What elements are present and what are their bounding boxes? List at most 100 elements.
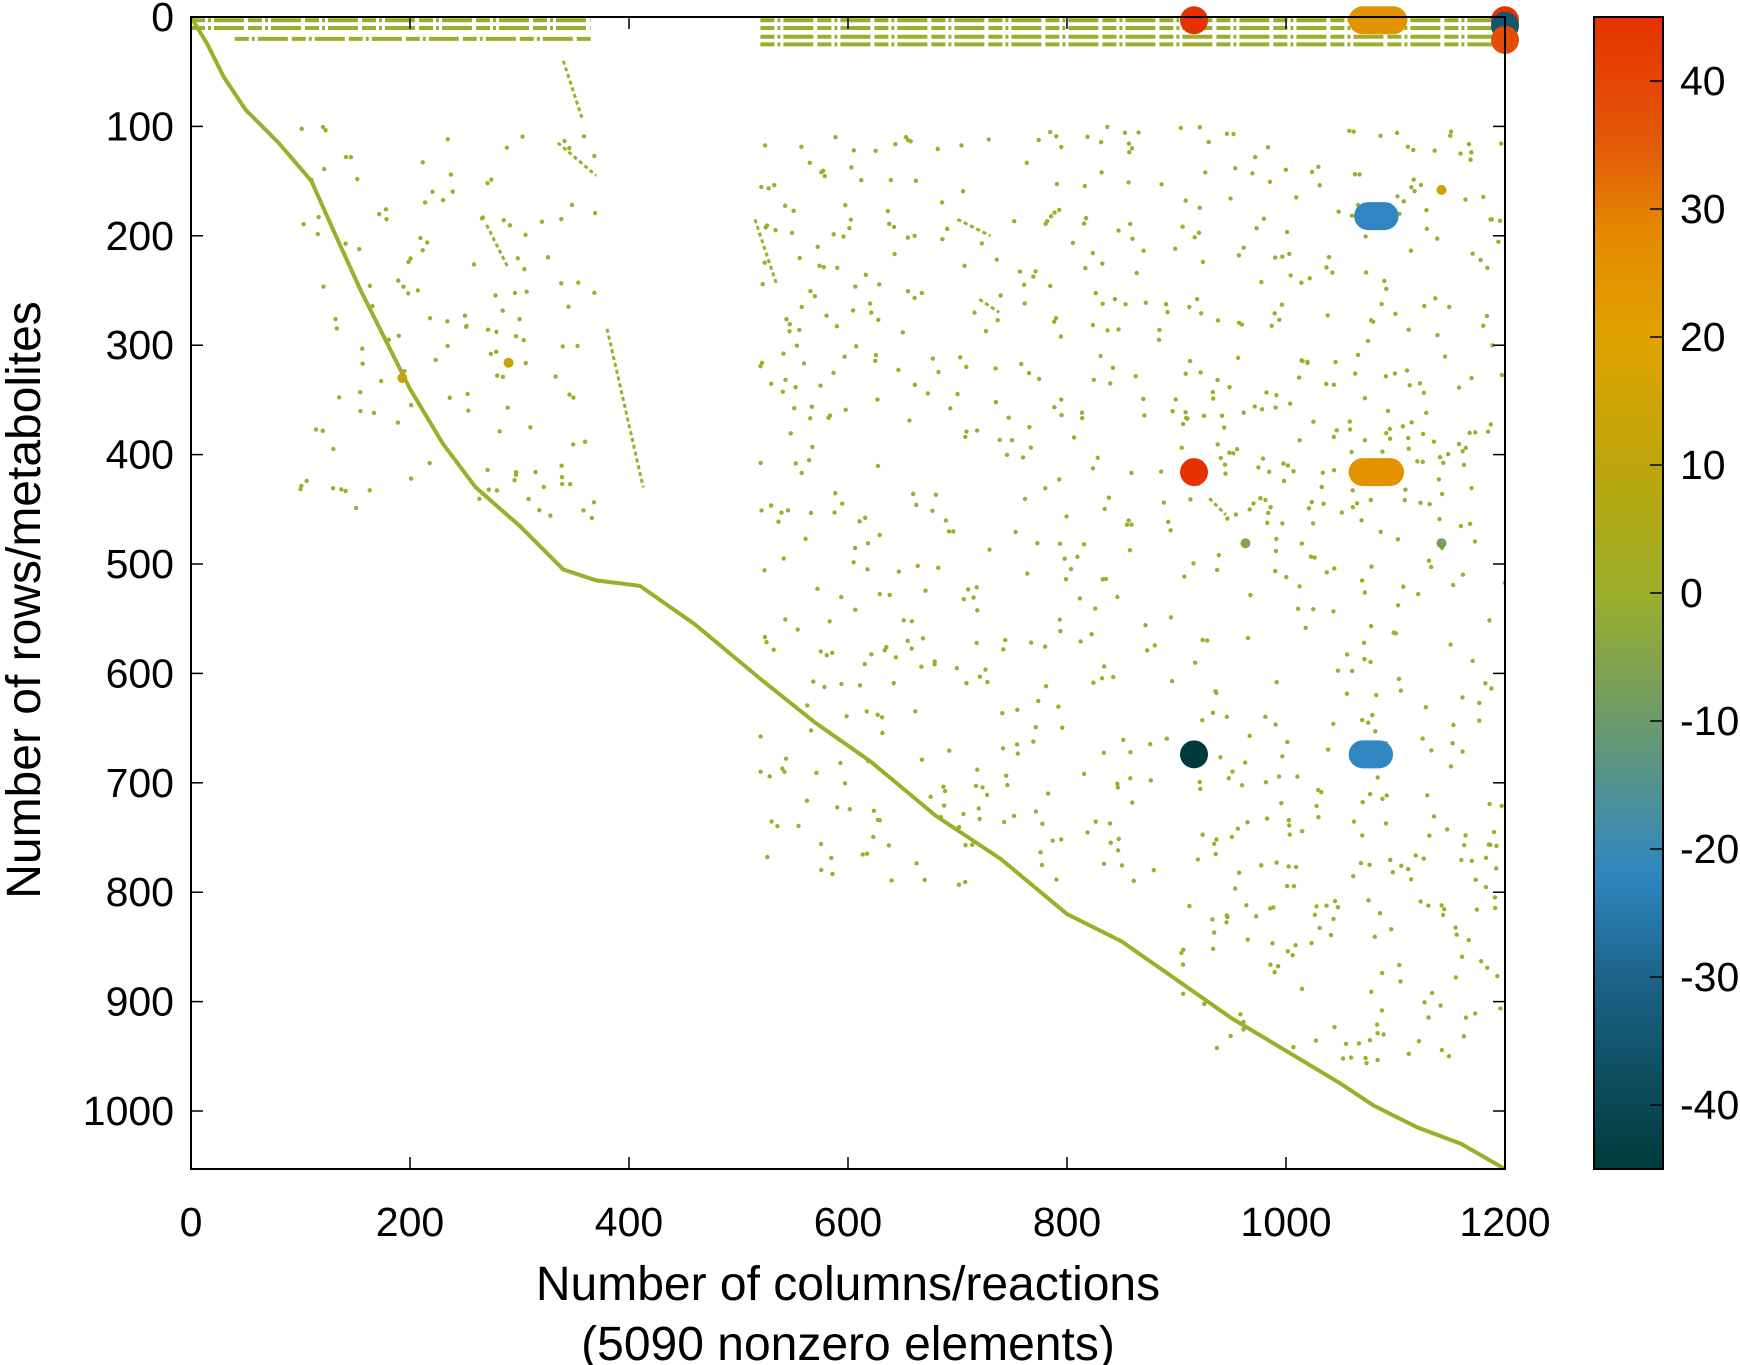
nonzero-point <box>395 420 401 425</box>
nonzero-point <box>1463 833 1468 838</box>
nonzero-point <box>838 760 843 766</box>
nonzero-point <box>783 377 788 383</box>
nonzero-point <box>386 337 392 342</box>
nonzero-point <box>424 240 430 245</box>
nonzero-point <box>493 349 499 354</box>
nonzero-point <box>485 467 490 473</box>
nonzero-point <box>1098 140 1104 145</box>
nonzero-point <box>1059 144 1064 150</box>
nonzero-point <box>954 666 960 671</box>
nonzero-point <box>1183 415 1189 421</box>
nonzero-point <box>1359 518 1364 523</box>
nonzero-point <box>885 208 891 214</box>
nonzero-point <box>1236 320 1242 326</box>
nonzero-point <box>1297 584 1302 589</box>
nonzero-point <box>1424 410 1429 415</box>
nonzero-point <box>559 463 564 468</box>
nonzero-point <box>994 257 999 262</box>
nonzero-point <box>1405 866 1411 872</box>
nonzero-point <box>766 186 771 191</box>
nonzero-point <box>1439 1047 1445 1053</box>
nonzero-point <box>1496 239 1501 245</box>
nonzero-point <box>919 757 925 762</box>
nonzero-point <box>834 805 840 810</box>
nonzero-point <box>1128 221 1133 227</box>
nonzero-point <box>1495 973 1500 979</box>
nonzero-point <box>1481 323 1486 328</box>
nonzero-point <box>1344 652 1350 657</box>
nonzero-point <box>864 709 869 714</box>
nonzero-point <box>1083 215 1089 221</box>
nonzero-point <box>420 160 425 165</box>
nonzero-point <box>1089 632 1094 637</box>
nonzero-point <box>1401 199 1406 204</box>
nonzero-point <box>1191 561 1196 566</box>
secondary-diagonal <box>956 218 992 238</box>
nonzero-point <box>1168 615 1174 620</box>
nonzero-point <box>1485 965 1490 971</box>
nonzero-point <box>1478 257 1483 263</box>
nonzero-point <box>1129 146 1135 151</box>
highlight-value-point <box>1180 6 1209 35</box>
nonzero-point <box>762 260 767 265</box>
nonzero-point <box>1200 637 1205 643</box>
nonzero-point <box>1313 1038 1319 1043</box>
x-tick-label: 400 <box>595 1199 663 1245</box>
nonzero-point <box>1036 376 1042 382</box>
nonzero-point <box>1031 739 1036 744</box>
nonzero-point <box>1308 554 1314 559</box>
nonzero-point <box>928 794 933 800</box>
nonzero-point <box>896 569 902 574</box>
nonzero-point <box>1214 567 1220 573</box>
nonzero-point <box>1401 584 1406 589</box>
nonzero-point <box>1180 962 1186 967</box>
nonzero-point <box>1368 659 1373 665</box>
nonzero-point <box>1241 1027 1246 1032</box>
nonzero-point <box>1077 596 1083 601</box>
nonzero-point <box>826 415 831 421</box>
nonzero-point <box>987 547 992 552</box>
nonzero-point <box>1357 172 1362 177</box>
nonzero-point <box>1173 246 1178 251</box>
nonzero-point <box>559 474 565 480</box>
nonzero-point <box>1115 594 1120 600</box>
nonzero-point <box>1152 643 1157 648</box>
nonzero-point <box>1395 194 1400 199</box>
nonzero-point <box>809 404 814 409</box>
nonzero-point <box>1488 422 1494 427</box>
nonzero-point <box>972 310 977 315</box>
nonzero-point <box>1022 496 1028 502</box>
colorbar-tick-label: -20 <box>1680 826 1739 872</box>
nonzero-point <box>812 293 818 299</box>
nonzero-point <box>1225 516 1230 521</box>
nonzero-point <box>1178 125 1183 131</box>
nonzero-point <box>445 343 450 349</box>
nonzero-point <box>872 358 878 363</box>
nonzero-point <box>1105 328 1110 333</box>
nonzero-point <box>875 463 881 469</box>
nonzero-point <box>1290 952 1295 958</box>
nonzero-point <box>1273 548 1279 554</box>
nonzero-point <box>877 282 882 287</box>
nonzero-point <box>1107 821 1113 826</box>
nonzero-point <box>1288 273 1293 278</box>
nonzero-point <box>1274 393 1279 398</box>
nonzero-point <box>486 487 492 492</box>
nonzero-point <box>1006 415 1011 420</box>
nonzero-point <box>1259 863 1264 868</box>
nonzero-point <box>1395 537 1401 542</box>
nonzero-point <box>1335 668 1341 673</box>
y-tick-label: 500 <box>106 541 174 587</box>
nonzero-point <box>1247 507 1252 512</box>
nonzero-point <box>1081 221 1087 226</box>
nonzero-point <box>1101 861 1107 866</box>
nonzero-point <box>1043 683 1049 689</box>
nonzero-point <box>1463 1015 1469 1020</box>
nonzero-point <box>1216 552 1221 558</box>
nonzero-point <box>1377 911 1383 916</box>
nonzero-point <box>1165 309 1170 315</box>
nonzero-point <box>1453 925 1458 930</box>
nonzero-point <box>1115 848 1121 853</box>
nonzero-point <box>1380 449 1385 454</box>
nonzero-point <box>513 334 519 339</box>
